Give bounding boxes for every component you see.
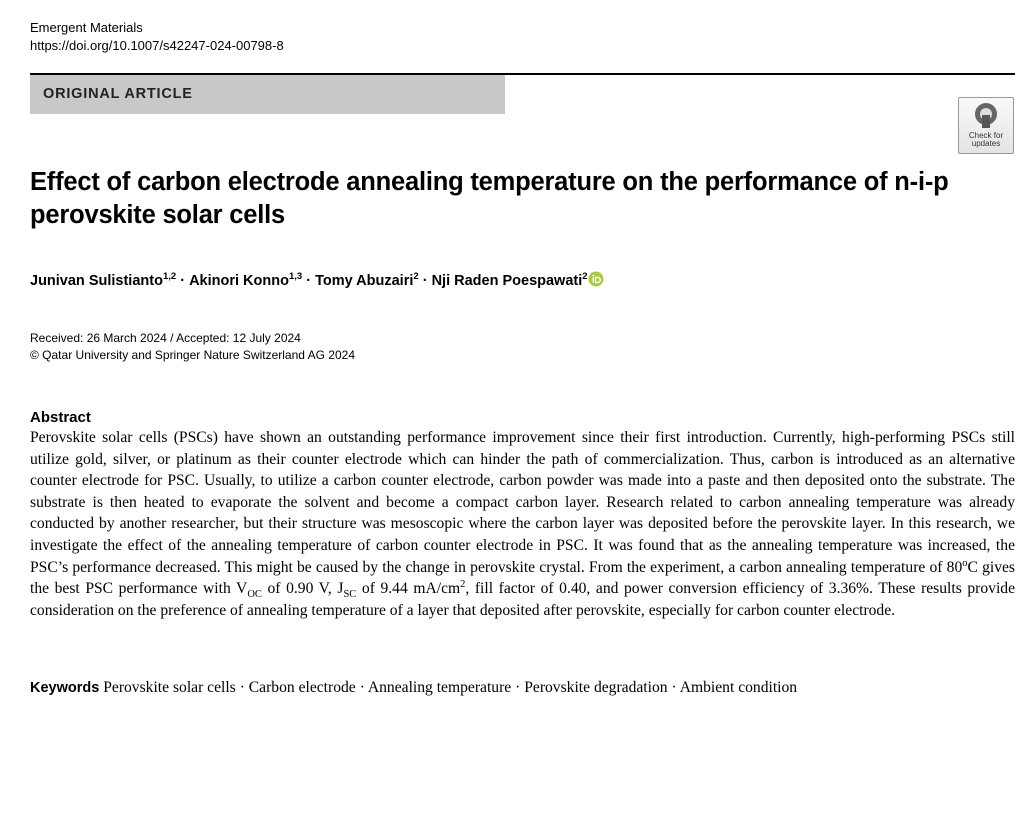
author-name[interactable]: Tomy Abuzairi	[315, 272, 414, 289]
abstract-heading: Abstract	[30, 409, 91, 426]
keyword-separator: ·	[515, 679, 521, 696]
abstract-text: , fill factor of 0.40, and power convers…	[30, 580, 1015, 619]
author-name[interactable]: Nji Raden Poespawati	[431, 272, 583, 289]
abstract-sup: 2	[460, 578, 466, 590]
section-banner: ORIGINAL ARTICLE	[30, 75, 505, 114]
keyword-separator: ·	[671, 679, 677, 696]
doi-link[interactable]: https://doi.org/10.1007/s42247-024-00798…	[30, 38, 284, 53]
copyright: © Qatar University and Springer Nature S…	[30, 348, 355, 362]
author-affiliation: 2	[413, 271, 419, 282]
section-label: ORIGINAL ARTICLE	[43, 86, 193, 102]
keywords: Keywords Perovskite solar cells · Carbon…	[30, 677, 990, 700]
author-list: Junivan Sulistianto1,2 · Akinori Konno1,…	[30, 267, 604, 291]
keyword: Carbon electrode	[248, 679, 356, 696]
author-separator: ·	[180, 272, 186, 289]
keyword-separator: ·	[239, 679, 245, 696]
dates-block: Received: 26 March 2024 / Accepted: 12 J…	[30, 330, 355, 364]
keyword: Perovskite solar cells	[103, 679, 236, 696]
abstract-sub: SC	[343, 589, 357, 601]
author-separator: ·	[422, 272, 428, 289]
journal-info: Emergent Materials https://doi.org/10.10…	[30, 19, 284, 55]
journal-name: Emergent Materials	[30, 20, 143, 35]
orcid-icon[interactable]	[588, 271, 604, 287]
keyword: Ambient condition	[679, 679, 798, 696]
author-affiliation: 1,2	[162, 271, 177, 282]
keyword-separator: ·	[359, 679, 365, 696]
abstract-text: C gives the best PSC performance with V	[30, 558, 1015, 598]
abstract-text: Perovskite solar cells (PSCs) have shown…	[30, 429, 1015, 576]
abstract-sub: OC	[247, 589, 262, 601]
author-affiliation: 1,3	[288, 271, 303, 282]
badge-icon	[975, 103, 997, 128]
abstract-sup: o	[962, 557, 968, 569]
author-separator: ·	[306, 272, 312, 289]
author-name[interactable]: Junivan Sulistianto	[30, 272, 163, 289]
author-affiliation: 2	[582, 271, 588, 282]
abstract-body: Perovskite solar cells (PSCs) have shown…	[30, 427, 1015, 621]
keywords-heading: Keywords	[30, 680, 100, 696]
article-title: Effect of carbon electrode annealing tem…	[30, 168, 949, 229]
abstract-text: of 9.44 mA/cm	[356, 580, 461, 598]
header-rule	[30, 73, 1015, 75]
abstract-text: of 0.90 V, J	[261, 580, 344, 598]
author-name[interactable]: Akinori Konno	[189, 272, 289, 289]
keyword: Annealing temperature	[367, 679, 512, 696]
check-updates-badge[interactable]: Check for updates	[958, 97, 1014, 154]
keyword: Perovskite degradation	[524, 679, 668, 696]
badge-text: Check for updates	[968, 131, 1004, 148]
dates: Received: 26 March 2024 / Accepted: 12 J…	[30, 331, 301, 345]
